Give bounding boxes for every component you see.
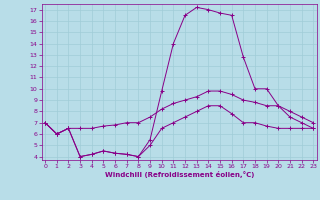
X-axis label: Windchill (Refroidissement éolien,°C): Windchill (Refroidissement éolien,°C) (105, 171, 254, 178)
